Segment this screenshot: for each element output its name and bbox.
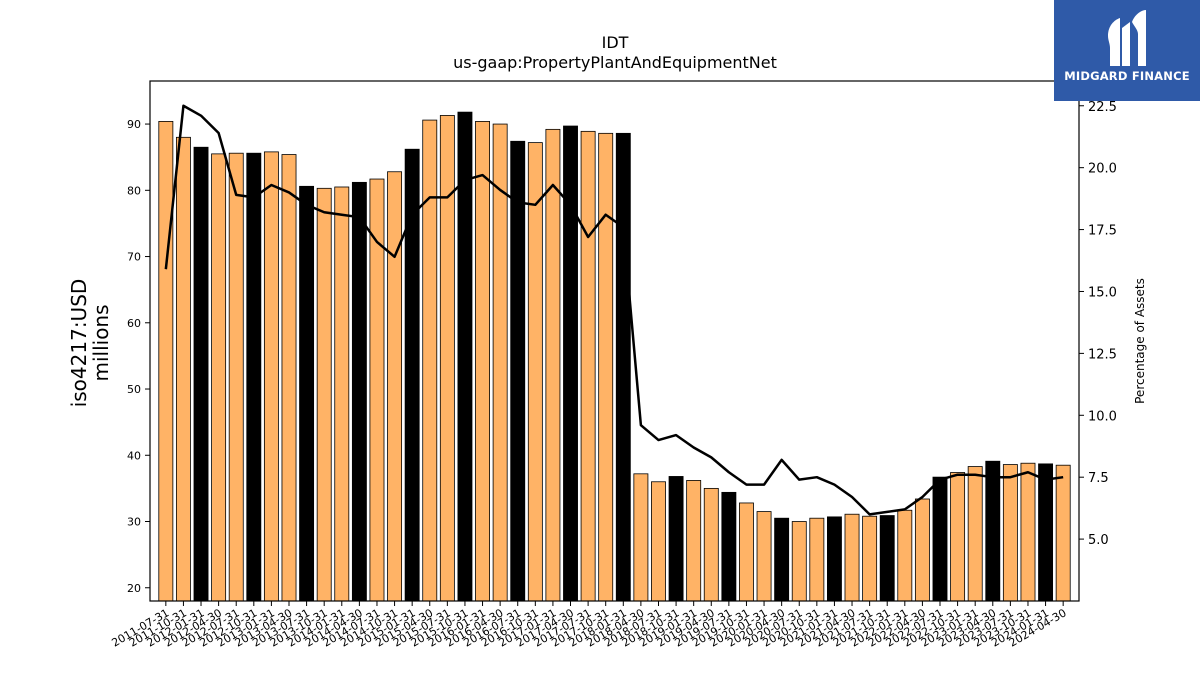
bar [967,466,983,602]
bar [228,152,244,602]
logo-name: MIDGARD FINANCE [1064,69,1190,83]
midgard-finance-logo: MIDGARD FINANCE [1054,0,1200,101]
bar [299,185,315,602]
bar [387,171,403,602]
bar [1038,463,1054,602]
y2-tick-label: 5.0 [1088,533,1109,548]
bar [721,491,737,602]
bar [932,476,948,602]
bar [193,146,209,602]
y2-tick-label: 20.0 [1088,162,1117,177]
bar [879,515,895,602]
chart-subtitle: us-gaap:PropertyPlantAndEquipmentNet [453,53,777,72]
bar [334,186,350,602]
x-axis-ticks: 2011-07-312011-10-312012-01-312012-04-30… [109,601,1069,650]
y2-tick-label: 7.5 [1088,471,1109,486]
line-series [164,104,1064,516]
bar [668,476,684,602]
y-axis-label: iso4217:USDmillions [67,279,113,408]
bar [827,516,842,602]
bar [756,511,772,602]
bar [246,152,262,602]
y-tick-label: 60 [127,317,141,330]
chart-title: IDT [602,33,629,52]
bar [527,142,543,602]
bar [175,136,191,602]
y-tick-label: 40 [127,449,141,462]
y2-tick-label: 12.5 [1088,347,1117,362]
bar [950,472,966,602]
bar [844,513,860,602]
bar [809,517,825,602]
y-axis-label-line: iso4217:USD [67,279,91,408]
bar [985,460,1001,602]
bar [263,151,279,602]
bar [211,153,227,602]
y2-tick-label: 17.5 [1088,224,1117,239]
percentage-line [164,104,1064,516]
y-tick-label: 20 [127,582,141,595]
bar [316,187,332,602]
bar [1055,464,1071,602]
bar [686,480,702,602]
bar-series [158,111,1071,602]
bar [791,521,807,602]
bar [492,123,508,602]
plot-frame [149,80,1080,602]
bar [598,132,614,602]
y-axis-label-line: millions [89,304,113,381]
bar [580,130,596,602]
bar [914,498,930,602]
bar [1002,464,1018,602]
y2-tick-label: 10.0 [1088,409,1117,424]
bar [439,115,455,602]
y-tick-label: 80 [127,184,141,197]
y2-axis-label: Percentage of Assets [1133,278,1147,404]
left-y-axis-ticks: 20 30 40 50 60 70 80 90 [127,118,150,595]
bar [281,154,297,602]
bar [158,121,174,602]
bar [703,487,719,602]
bar [774,517,790,602]
y-tick-label: 30 [127,516,141,529]
bar [897,509,913,602]
y-tick-label: 70 [127,251,141,264]
right-y-axis-ticks: 5.0 7.5 10.0 12.5 15.0 17.5 20.0 22.5 [1079,100,1117,548]
y-tick-label: 90 [127,118,141,131]
bar [545,128,561,602]
y2-tick-label: 15.0 [1088,285,1117,300]
bar [651,481,666,602]
bar [862,515,878,602]
y-tick-label: 50 [127,383,141,396]
bar [422,119,438,602]
bar [1020,462,1036,602]
bar [351,181,367,602]
bar [615,132,631,602]
bar [739,502,754,602]
y2-tick-label: 22.5 [1088,100,1117,115]
bar [633,473,649,602]
bar [563,125,578,602]
bar [510,140,526,602]
logo-icon [1108,10,1146,66]
bar [475,121,490,602]
